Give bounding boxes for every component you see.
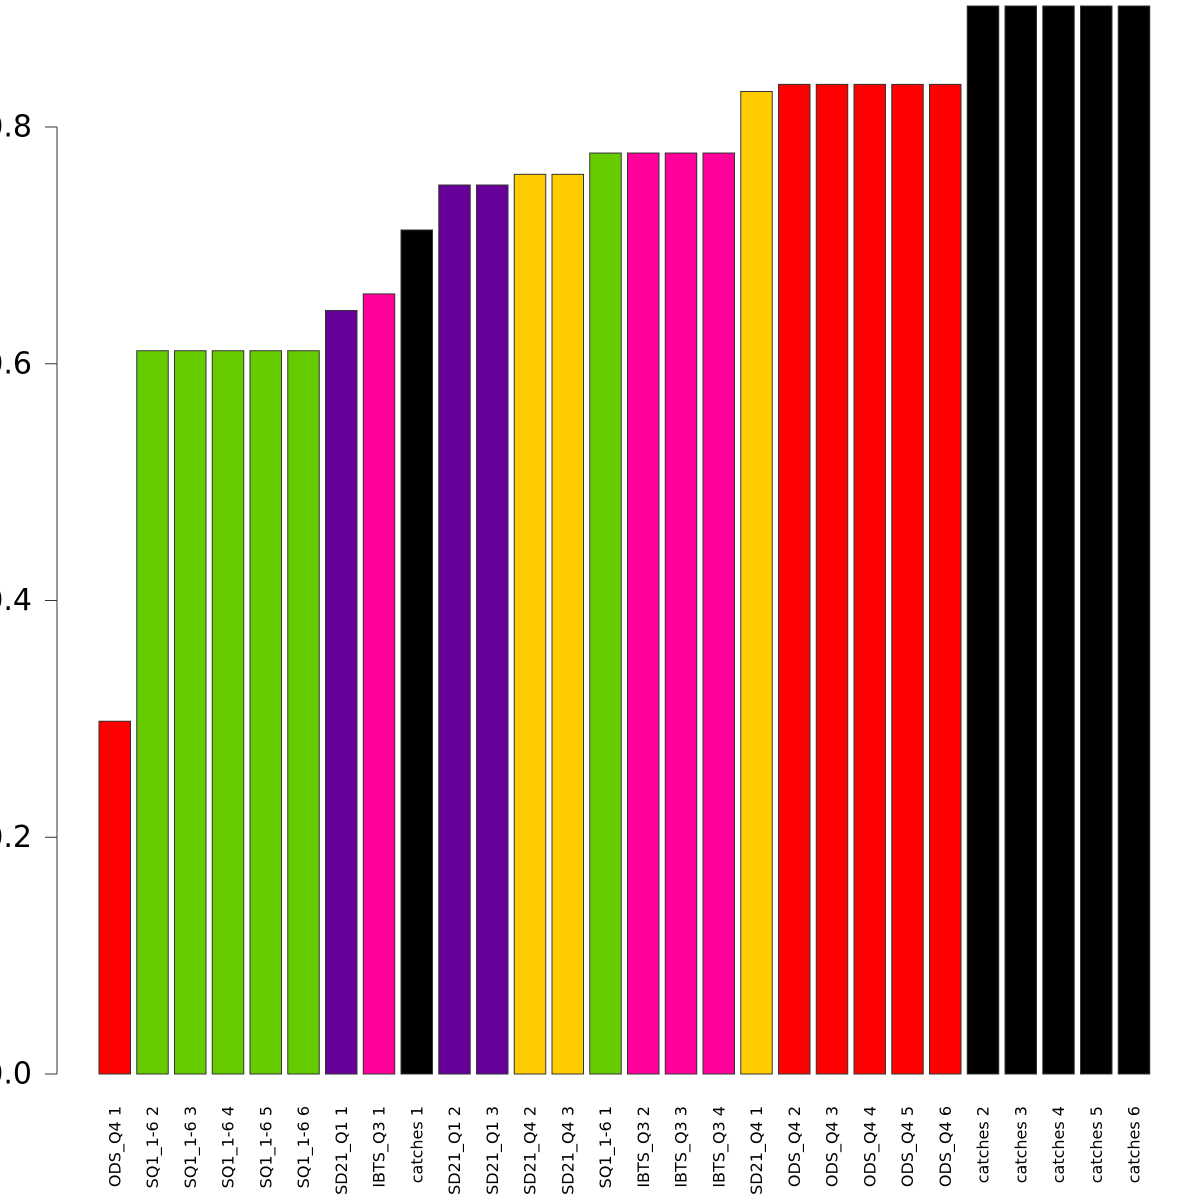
bar-2	[174, 350, 207, 1075]
y-tick-label: 0.4	[0, 583, 32, 618]
x-tick-label: IBTS_Q3 2	[634, 1106, 654, 1188]
bar-22	[929, 83, 962, 1075]
x-tick-label: ODS_Q4 2	[785, 1106, 805, 1187]
x-tick-label: SD21_Q1 3	[483, 1106, 503, 1195]
x-tick-label: catches 4	[1049, 1106, 1068, 1183]
bar-27	[1117, 5, 1151, 1075]
bar-18	[778, 83, 811, 1075]
x-tick-label: catches 5	[1087, 1106, 1106, 1183]
y-tick-label: 0.6	[0, 346, 32, 381]
x-tick-label: catches 3	[1011, 1106, 1030, 1183]
bar-3	[211, 350, 245, 1075]
bar-23	[966, 5, 1000, 1075]
y-axis: 0.0 0.2 0.4 0.6 0.8	[0, 110, 58, 1092]
x-tick-label: ODS_Q4 1	[105, 1106, 125, 1187]
x-tick-label: SQ1_1-6 1	[596, 1106, 616, 1188]
bars	[98, 5, 1151, 1075]
bar-16	[702, 152, 735, 1075]
bar-14	[627, 152, 660, 1075]
x-tick-label: IBTS_Q3 4	[709, 1106, 729, 1188]
bar-21	[891, 83, 924, 1075]
bar-15	[664, 152, 698, 1075]
x-tick-label: IBTS_Q3 3	[672, 1106, 692, 1188]
bar-9	[438, 184, 471, 1075]
x-tick-label: SQ1_1-6 4	[219, 1106, 239, 1188]
x-tick-label: SD21_Q4 2	[521, 1106, 541, 1195]
bar-6	[325, 309, 358, 1075]
x-tick-label: ODS_Q4 6	[936, 1106, 956, 1187]
bar-5	[287, 350, 320, 1075]
bar-25	[1042, 5, 1075, 1075]
bar-10	[476, 184, 509, 1075]
x-tick-label: IBTS_Q3 1	[370, 1106, 390, 1188]
x-tick-label: SD21_Q1 1	[332, 1106, 352, 1195]
bar-1	[136, 350, 169, 1075]
y-tick-label: 0.8	[0, 110, 32, 145]
x-tick-label: ODS_Q4 3	[823, 1106, 843, 1187]
bar-8	[400, 229, 433, 1075]
x-tick-label: SQ1_1-6 3	[181, 1106, 201, 1188]
bar-26	[1080, 5, 1113, 1075]
bar-11	[513, 173, 547, 1075]
bar-7	[362, 293, 396, 1075]
x-tick-label: catches 2	[974, 1106, 993, 1183]
y-tick-label: 0.2	[0, 820, 32, 855]
bar-20	[853, 83, 886, 1075]
x-tick-label: SD21_Q4 3	[558, 1106, 578, 1195]
y-tick-label: 0.0	[0, 1057, 32, 1092]
bar-24	[1004, 5, 1037, 1075]
x-tick-label: catches 1	[407, 1106, 426, 1183]
bar-4	[249, 350, 282, 1075]
x-tick-label: catches 6	[1125, 1106, 1144, 1183]
bar-19	[815, 83, 849, 1075]
x-tick-label: SQ1_1-6 5	[256, 1106, 276, 1188]
bar-0	[98, 720, 131, 1075]
x-tick-label: SD21_Q1 2	[445, 1106, 465, 1195]
x-tick-label: ODS_Q4 5	[898, 1106, 918, 1187]
bar-13	[589, 152, 622, 1075]
x-tick-label: SD21_Q4 1	[747, 1106, 767, 1195]
bar-12	[551, 173, 584, 1075]
x-tick-labels: ODS_Q4 1 SQ1_1-6 2 SQ1_1-6 3 SQ1_1-6 4 SQ1_1…	[105, 1106, 1143, 1195]
x-tick-label: SQ1_1-6 2	[143, 1106, 163, 1188]
x-tick-label: ODS_Q4 4	[860, 1106, 880, 1187]
bar-17	[740, 90, 773, 1075]
x-tick-label: SQ1_1-6 6	[294, 1106, 314, 1188]
